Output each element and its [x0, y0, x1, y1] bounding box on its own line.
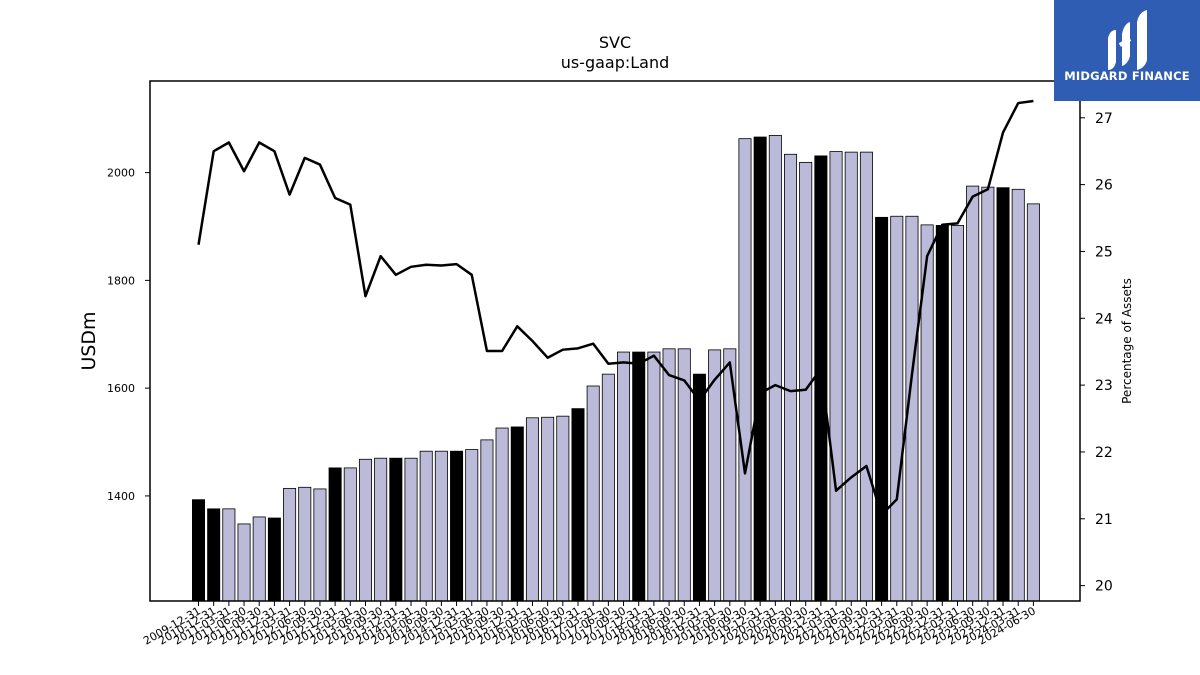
- bar-0: [191, 499, 205, 602]
- pct-assets-line: [197, 99, 1034, 517]
- bar-30: [647, 351, 661, 602]
- bar-39: [784, 153, 798, 602]
- y2tick-label: 22: [1095, 445, 1113, 461]
- midgard-finance-logo[interactable]: MIDGARD FINANCE: [1054, 0, 1200, 101]
- bar-8: [313, 488, 327, 602]
- bar-43: [844, 151, 858, 602]
- ytick-label: 1600: [107, 382, 135, 395]
- chart-subtitle: us-gaap:Land: [561, 53, 670, 72]
- bar-16: [434, 450, 448, 602]
- bar-23: [541, 416, 555, 602]
- bar-26: [586, 385, 600, 602]
- bar-40: [799, 161, 813, 602]
- y2tick-label: 26: [1095, 178, 1113, 194]
- plot-frame: [149, 80, 1081, 602]
- bar-5: [267, 517, 281, 602]
- bar-3: [237, 523, 251, 602]
- y2tick-label: 21: [1095, 512, 1113, 528]
- bar-52: [981, 186, 995, 602]
- bar-15: [419, 450, 433, 602]
- bar-27: [601, 373, 615, 602]
- y-axis-left: 1400 1600 1800 2000: [107, 167, 150, 503]
- ytick-label: 2000: [107, 167, 135, 180]
- bar-49: [935, 225, 949, 602]
- bar-54: [1011, 188, 1025, 602]
- bar-6: [283, 487, 297, 602]
- bar-2: [222, 508, 236, 602]
- y2tick-label: 27: [1095, 111, 1113, 127]
- bar-45: [875, 216, 889, 602]
- y2-axis-label: Percentage of Assets: [1120, 278, 1134, 404]
- bar-14: [404, 457, 418, 602]
- bar-12: [374, 457, 388, 602]
- bar-31: [662, 348, 676, 602]
- bar-33: [692, 373, 706, 602]
- bar-55: [1026, 203, 1040, 602]
- bar-4: [252, 516, 266, 602]
- y2tick-label: 25: [1095, 244, 1113, 260]
- bar-36: [738, 138, 752, 602]
- bar-9: [328, 467, 342, 602]
- x-axis: 2009-12-312010-12-312011-03-312011-06-30…: [141, 601, 1038, 648]
- bar-19: [480, 439, 494, 602]
- bar-22: [525, 417, 539, 602]
- bar-13: [389, 457, 403, 602]
- y-axis-right: 20 21 22 23 24 25 26 27: [1080, 111, 1113, 595]
- ytick-label: 1800: [107, 274, 135, 287]
- bar-42: [829, 151, 843, 602]
- bar-25: [571, 408, 585, 602]
- chart-title: SVC: [599, 33, 631, 52]
- line-series: [197, 99, 1034, 517]
- bar-1: [207, 508, 221, 602]
- bar-37: [753, 136, 767, 602]
- bar-17: [450, 450, 464, 602]
- y2tick-label: 20: [1095, 579, 1113, 595]
- y2tick-label: 24: [1095, 311, 1113, 327]
- bar-7: [298, 486, 312, 602]
- bar-51: [966, 185, 980, 602]
- bar-53: [996, 187, 1010, 602]
- y-axis-label: USDm: [78, 311, 100, 370]
- y2tick-label: 23: [1095, 378, 1113, 394]
- bar-10: [343, 467, 357, 602]
- bar-38: [768, 135, 782, 602]
- bar-24: [556, 415, 570, 602]
- stylized-m-logo-icon: [1108, 10, 1147, 70]
- bar-20: [495, 427, 509, 602]
- bar-50: [951, 225, 965, 602]
- bar-11: [358, 458, 372, 602]
- bar-29: [632, 351, 646, 602]
- bar-21: [510, 426, 524, 602]
- ytick-label: 1400: [107, 490, 135, 503]
- bar-46: [890, 215, 904, 602]
- bar-44: [859, 151, 873, 602]
- bar-28: [617, 351, 631, 602]
- bar-18: [465, 449, 479, 602]
- logo-text: MIDGARD FINANCE: [1064, 69, 1190, 83]
